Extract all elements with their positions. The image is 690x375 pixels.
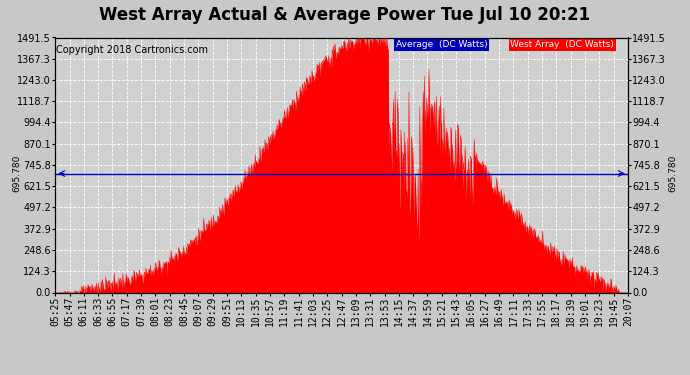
- Text: Copyright 2018 Cartronics.com: Copyright 2018 Cartronics.com: [57, 45, 208, 55]
- Text: 695.780: 695.780: [12, 155, 22, 192]
- Text: West Array Actual & Average Power Tue Jul 10 20:21: West Array Actual & Average Power Tue Ju…: [99, 6, 591, 24]
- Text: 695.780: 695.780: [668, 155, 678, 192]
- Text: West Array  (DC Watts): West Array (DC Watts): [511, 40, 614, 49]
- Text: Average  (DC Watts): Average (DC Watts): [396, 40, 488, 49]
